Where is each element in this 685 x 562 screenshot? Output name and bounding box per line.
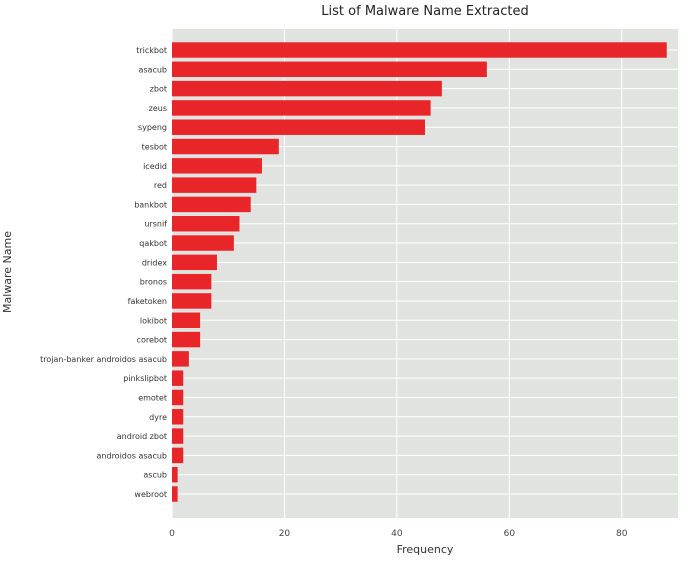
bar — [172, 351, 189, 366]
y-tick-label: tesbot — [142, 143, 167, 152]
y-tick-label: lokibot — [140, 316, 167, 325]
y-tick-label: icedid — [143, 162, 167, 171]
y-tick-label: dridex — [142, 258, 167, 267]
y-tick-label: bankbot — [134, 200, 167, 209]
y-tick-label: emotet — [138, 393, 167, 402]
y-tick-label: androidos asacub — [97, 451, 167, 460]
bar — [172, 370, 183, 385]
bar — [172, 332, 200, 347]
y-tick-label: asacub — [138, 65, 167, 74]
x-tick-label: 20 — [279, 529, 291, 539]
bar — [172, 158, 262, 173]
bar — [172, 390, 183, 405]
bar — [172, 293, 211, 308]
x-tick-label: 40 — [391, 529, 403, 539]
y-tick-label: corebot — [137, 336, 167, 345]
x-tick-label: 0 — [169, 529, 175, 539]
y-tick-label: android zbot — [117, 432, 167, 441]
bar — [172, 467, 178, 482]
y-tick-label: trickbot — [136, 46, 167, 55]
y-axis-label: Malware Name — [1, 231, 14, 313]
y-tick-label: bronos — [140, 278, 167, 287]
y-tick-label: sypeng — [138, 123, 167, 132]
chart-title: List of Malware Name Extracted — [321, 4, 528, 19]
bar — [172, 100, 431, 115]
bar — [172, 428, 183, 443]
y-tick-label: dyre — [149, 413, 167, 422]
y-tick-label: webroot — [134, 490, 167, 499]
y-tick-label: qakbot — [139, 239, 167, 248]
y-tick-label: zeus — [149, 104, 167, 113]
y-tick-label: ascub — [143, 471, 167, 480]
bar — [172, 197, 251, 212]
y-tick-label: trojan-banker androidos asacub — [40, 355, 167, 364]
x-tick-label: 80 — [616, 529, 628, 539]
x-tick-label: 60 — [504, 529, 516, 539]
bar — [172, 139, 279, 154]
bar — [172, 313, 200, 328]
bar — [172, 448, 183, 463]
y-tick-label: red — [154, 181, 167, 190]
y-tick-label: pinkslipbot — [123, 374, 167, 383]
bar — [172, 274, 211, 289]
bar — [172, 62, 487, 77]
y-tick-label: ursnif — [144, 220, 167, 229]
bar — [172, 255, 217, 270]
x-axis-label: Frequency — [397, 543, 454, 556]
bar — [172, 216, 239, 231]
bar — [172, 42, 667, 57]
bar — [172, 177, 256, 192]
x-tick-labels: 0 20 40 60 80 — [169, 529, 628, 539]
bar — [172, 119, 425, 134]
bar — [172, 81, 442, 96]
y-tick-label: faketoken — [128, 297, 167, 306]
bar — [172, 235, 234, 250]
y-tick-label: zbot — [150, 85, 167, 94]
bar — [172, 486, 178, 501]
bar — [172, 409, 183, 424]
y-tick-labels: trickbot asacub zbot zeus sypeng tesbot icedid… — [40, 46, 167, 499]
